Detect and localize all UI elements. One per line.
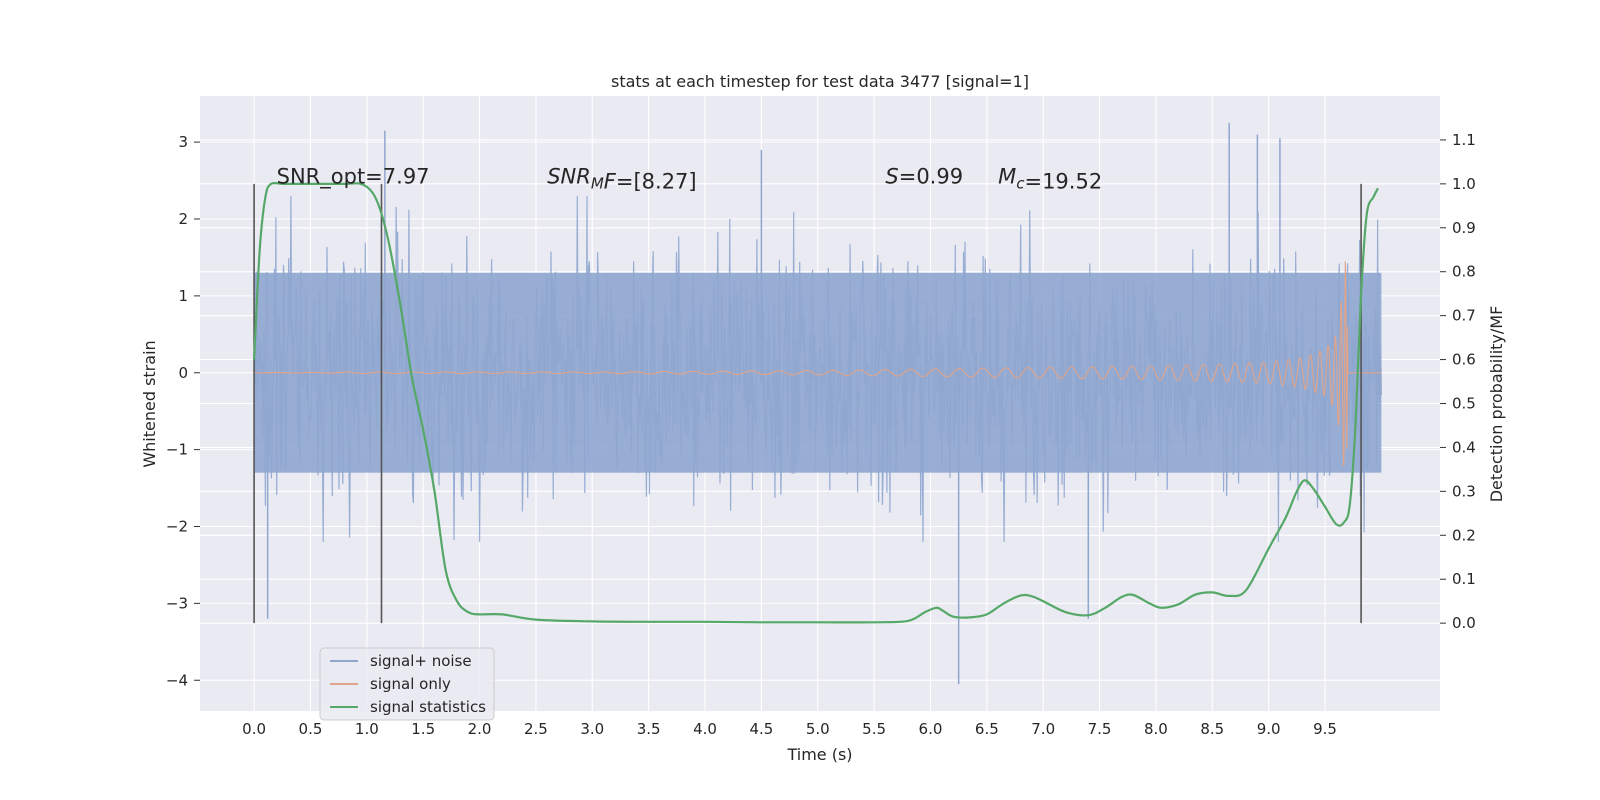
x-tick-label: 6.0	[919, 720, 943, 738]
x-tick-label: 5.0	[806, 720, 830, 738]
annotation-1: SNRMF=[8.27]	[547, 165, 696, 194]
x-tick-label: 1.5	[411, 720, 435, 738]
signal-only-trace	[254, 261, 1382, 467]
annotation-3: Mc=19.52	[998, 165, 1102, 194]
x-tick-label: 3.0	[580, 720, 604, 738]
annotation-part: =0.99	[899, 165, 963, 189]
y-axis-ticks: 3 2 1 0 −1 −2 −3 −4	[166, 133, 200, 689]
x-axis-label: Time (s)	[786, 745, 852, 764]
y-right-tick-label: 0.6	[1452, 351, 1476, 369]
y-right-tick-label: 0.1	[1452, 570, 1476, 588]
y-tick-label: 2	[178, 210, 188, 228]
y-tick-label: −4	[166, 671, 188, 689]
vertical-markers	[253, 183, 1362, 624]
annotation-part: M	[591, 175, 604, 193]
annotation-part: =[8.27]	[616, 170, 697, 194]
x-tick-label: 0.0	[242, 720, 266, 738]
y-right-tick-label: 0.7	[1452, 307, 1476, 325]
legend-box	[319, 647, 495, 721]
annotation-part: SNR_opt=7.97	[277, 165, 430, 190]
annotation-part: c	[1016, 175, 1025, 193]
chart-title: stats at each timestep for test data 347…	[611, 72, 1029, 91]
legend: signal+ noise signal only signal statist…	[319, 647, 495, 721]
y-right-tick-label: 0.9	[1452, 219, 1476, 237]
x-tick-label: 7.5	[1088, 720, 1112, 738]
annotation-part: F	[604, 170, 617, 194]
x-tick-label: 9.0	[1257, 720, 1281, 738]
y-right-tick-label: 0.3	[1452, 482, 1476, 500]
y-tick-label: 1	[178, 287, 188, 305]
y-right-tick-label: 1.0	[1452, 175, 1476, 193]
x-tick-label: 8.0	[1144, 720, 1168, 738]
annotation-part: S	[885, 165, 898, 189]
x-tick-label: 8.5	[1200, 720, 1224, 738]
y-right-axis-ticks: 0.0 0.1 0.2 0.3 0.4 0.5 0.6 0.7 0.8 0.9 1.0 1.1	[1440, 131, 1476, 632]
x-tick-label: 1.0	[355, 720, 379, 738]
annotations: SNR_opt=7.97 SNRMF=[8.27] S=0.99 Mc=19.52	[277, 165, 1103, 194]
y-axis-label: Whitened strain	[140, 340, 159, 467]
y-right-tick-label: 0.8	[1452, 263, 1476, 281]
y-right-tick-label: 1.1	[1452, 131, 1476, 149]
x-tick-label: 3.5	[637, 720, 661, 738]
annotation-0: SNR_opt=7.97	[277, 165, 430, 190]
series-signal-only	[254, 261, 1382, 467]
x-tick-label: 2.0	[468, 720, 492, 738]
x-tick-label: 2.5	[524, 720, 548, 738]
y-right-tick-label: 0.0	[1452, 614, 1476, 632]
x-tick-label: 0.5	[299, 720, 323, 738]
y-tick-label: 0	[178, 364, 188, 382]
legend-label-signal-statistics: signal statistics	[370, 698, 486, 716]
annotation-part: M	[998, 165, 1016, 189]
annotation-part: =19.52	[1024, 170, 1102, 194]
y-tick-label: −3	[166, 594, 188, 612]
annotation-2: S=0.99	[885, 165, 963, 189]
legend-label-signal-only: signal only	[370, 675, 451, 693]
y-tick-label: −2	[166, 518, 188, 536]
y-tick-label: −1	[166, 441, 188, 459]
y-right-tick-label: 0.5	[1452, 395, 1476, 413]
x-tick-label: 5.5	[862, 720, 886, 738]
signal-statistics-curve	[253, 181, 1379, 624]
y-right-tick-label: 0.4	[1452, 438, 1476, 456]
x-tick-label: 7.0	[1031, 720, 1055, 738]
series-signal-statistics	[253, 181, 1379, 624]
x-tick-label: 4.0	[693, 720, 717, 738]
x-tick-label: 9.5	[1313, 720, 1337, 738]
y-right-tick-label: 0.2	[1452, 526, 1476, 544]
x-tick-label: 4.5	[749, 720, 773, 738]
y-right-axis-label: Detection probability/MF	[1487, 306, 1506, 503]
y-tick-label: 3	[178, 133, 188, 151]
annotation-part: SNR	[547, 165, 591, 189]
x-axis-ticks: 0.0 0.5 1.0 1.5 2.0 2.5 3.0 3.5 4.0 4.5 5.0 5.5 6.0 6…	[242, 720, 1337, 738]
legend-label-signal-noise: signal+ noise	[370, 652, 472, 670]
x-tick-label: 6.5	[975, 720, 999, 738]
